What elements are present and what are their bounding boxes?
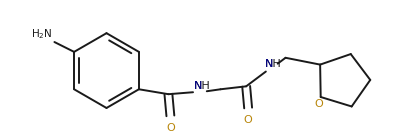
Text: O: O — [166, 123, 175, 133]
Text: H$_2$N: H$_2$N — [31, 27, 52, 41]
Text: O: O — [244, 115, 252, 125]
Text: NH: NH — [265, 59, 282, 69]
Text: NH: NH — [194, 81, 211, 91]
Text: O: O — [314, 99, 323, 109]
Text: N: N — [265, 59, 273, 69]
Text: N: N — [194, 81, 202, 91]
